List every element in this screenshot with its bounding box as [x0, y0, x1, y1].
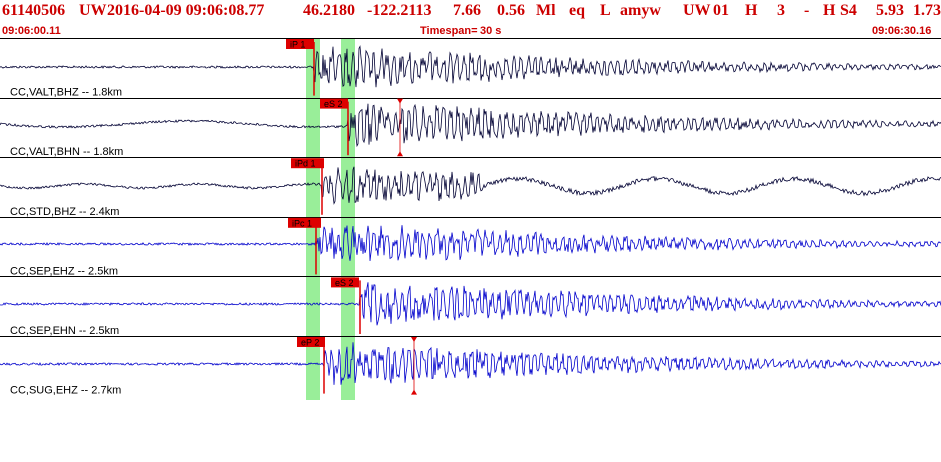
value-1: 5.93: [876, 2, 904, 19]
latitude: 46.2180: [303, 2, 355, 19]
phase-tag-label: eS 2: [324, 99, 343, 109]
phase-tag-label: iPd 1: [295, 159, 316, 169]
event-type: eq: [569, 2, 585, 19]
phase-tag-label: eP 2: [301, 338, 319, 348]
seismogram-panel[interactable]: iP 1 CC,VALT,BHZ -- 1.8km eS 2 CC,VALT,BHN …: [0, 38, 941, 400]
trace-5: eS 2 CC,SEP,EHN -- 2.5km: [0, 276, 941, 337]
pick-window-2: [341, 38, 355, 400]
end-time: 09:06:30.16: [872, 25, 932, 37]
phase-tag: [286, 39, 314, 49]
trace-label: CC,SEP,EHN -- 2.5km: [10, 325, 119, 337]
event-summary-header: 61140506 UW 2016-04-09 09:06:08.77 46.21…: [0, 0, 941, 22]
trace-6: eP 2 CC,SUG,EHZ -- 2.7km: [0, 336, 941, 397]
count: 3: [777, 2, 785, 19]
phase-tag: [331, 277, 359, 288]
trace-3: iPd 1 CC,STD,BHZ -- 2.4km: [0, 157, 941, 218]
waveform: [0, 342, 941, 385]
h-flag-1: H: [745, 2, 758, 19]
trace-label: CC,VALT,BHN -- 1.8km: [10, 146, 123, 158]
version: 01: [713, 2, 729, 19]
s-marker-bottom: [411, 389, 417, 395]
phase-tag: [320, 98, 348, 109]
network-code-2: UW: [683, 2, 711, 19]
trace-4: iPc 1 CC,SEP,EHZ -- 2.5km: [0, 217, 941, 277]
trace-label: CC,STD,BHZ -- 2.4km: [10, 206, 119, 218]
phase-tag-label: iPc 1: [292, 218, 312, 228]
phase-tag: [291, 158, 324, 169]
waveform: [0, 282, 941, 326]
timespan-value: 30 s: [480, 25, 502, 37]
start-time: 09:06:00.11: [2, 25, 61, 37]
time-axis-row: 09:06:00.11 Timespan= 30 s 09:06:30.16: [0, 22, 941, 38]
value-2: 1.73: [913, 2, 941, 19]
network-code: UW: [79, 2, 107, 19]
location-flag: L: [600, 2, 611, 19]
trace-label: CC,SUG,EHZ -- 2.7km: [10, 385, 121, 397]
waveform: [0, 225, 941, 261]
analyst: amyw: [620, 2, 661, 19]
timespan-label: Timespan=: [420, 25, 478, 37]
h-flag-2: H: [823, 2, 836, 19]
magnitude: 0.56: [497, 2, 525, 19]
magnitude-type: Ml: [536, 2, 556, 19]
trace-label: CC,SEP,EHZ -- 2.5km: [10, 265, 118, 277]
phase-tag: [297, 337, 325, 347]
event-datetime: 2016-04-09 09:06:08.77: [107, 2, 265, 19]
trace-label: CC,VALT,BHZ -- 1.8km: [10, 87, 122, 99]
longitude: -122.2113: [367, 2, 432, 19]
depth: 7.66: [453, 2, 481, 19]
waveform: [0, 45, 941, 88]
phase-tag-label: eS 2: [335, 278, 354, 288]
trace-2: eS 2 CC,VALT,BHN -- 1.8km: [0, 98, 941, 158]
s4-flag: S4: [840, 2, 857, 19]
dash: -: [804, 2, 810, 19]
trace-1: iP 1 CC,VALT,BHZ -- 1.8km: [0, 39, 941, 99]
phase-tag-label: iP 1: [290, 40, 305, 50]
waveform: [0, 166, 941, 205]
waveform: [0, 103, 941, 148]
event-id: 61140506: [2, 2, 66, 19]
s-marker-bottom: [397, 151, 403, 157]
phase-tag: [288, 217, 321, 228]
